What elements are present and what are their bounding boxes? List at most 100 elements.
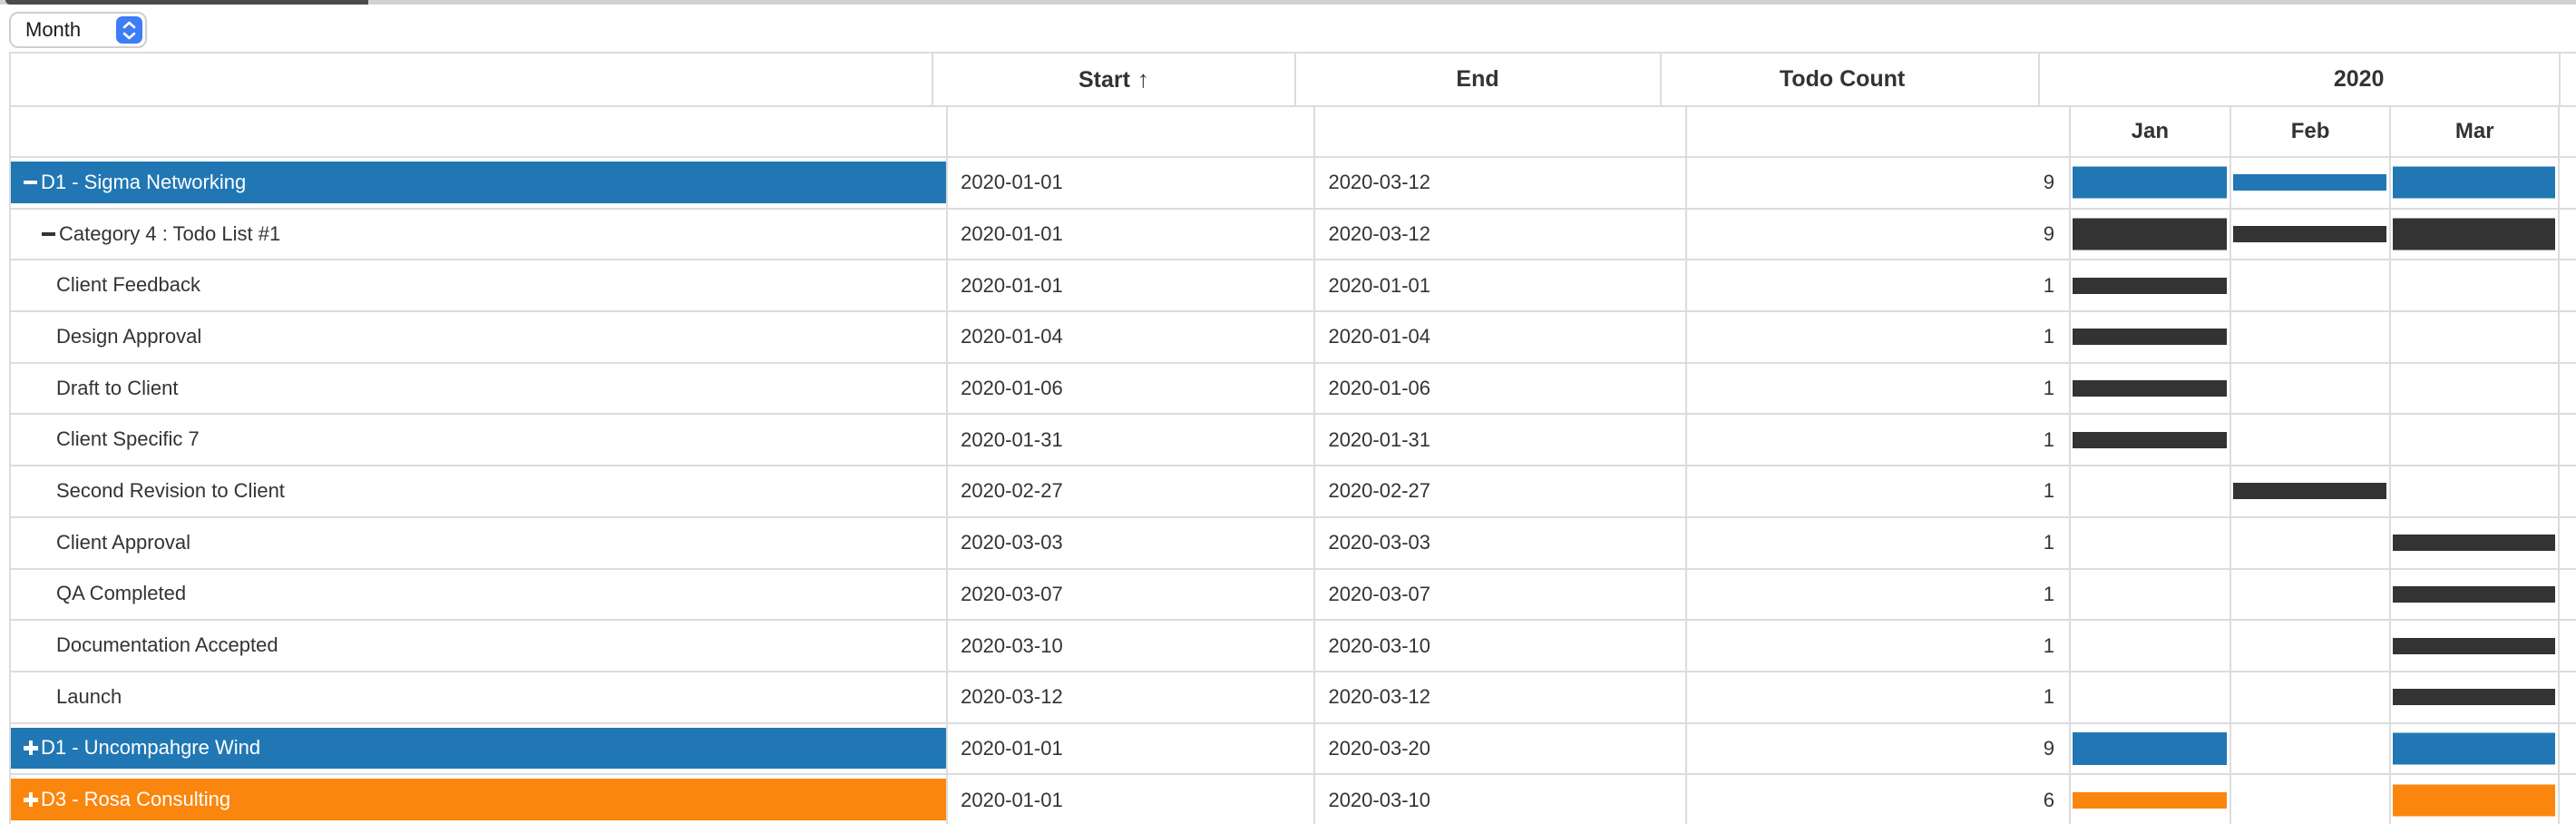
column-header-start[interactable]: Start ↑: [933, 54, 1296, 107]
end-date-cell: 2020-01-04: [1315, 312, 1687, 364]
row-content: Design Approval: [11, 316, 946, 358]
gantt-bar-jan[interactable]: [2073, 380, 2227, 397]
gantt-cell-feb: [2230, 517, 2392, 570]
task-name-cell[interactable]: D1 - Uncompahgre Wind: [11, 723, 949, 776]
task-name-cell[interactable]: D1 - Sigma Networking: [11, 158, 949, 210]
task-name-cell[interactable]: Draft to Client: [11, 363, 949, 416]
end-date-value: 2020-03-07: [1328, 582, 1430, 605]
column-header-end[interactable]: End: [1295, 54, 1662, 107]
gantt-bar-jan[interactable]: [2073, 791, 2227, 809]
row-content: Category 4 : Todo List #1: [11, 213, 946, 255]
todo-count-value: 1: [2043, 685, 2055, 709]
end-date-value: 2020-01-31: [1328, 427, 1430, 451]
timeline-overflow-cell: [2560, 775, 2576, 824]
expand-icon[interactable]: [24, 741, 39, 756]
collapse-icon[interactable]: [42, 226, 57, 241]
task-name-cell[interactable]: Launch: [11, 672, 949, 724]
row-content: Second Revision to Client: [11, 470, 946, 512]
todo-count-value: 9: [2043, 222, 2055, 246]
gantt-cell-jan: [2071, 775, 2231, 824]
gantt-row[interactable]: Documentation Accepted 2020-03-10 2020-03-…: [11, 621, 2576, 672]
task-name-cell[interactable]: Design Approval: [11, 312, 949, 364]
gantt-cell-feb: [2230, 672, 2392, 724]
todo-count-cell: 9: [1686, 723, 2072, 776]
gantt-bar-mar[interactable]: [2393, 535, 2556, 552]
gantt-row[interactable]: QA Completed 2020-03-07 2020-03-07 1: [11, 569, 2576, 622]
start-date-value: 2020-01-04: [961, 325, 1063, 348]
end-date-cell: 2020-03-12: [1315, 209, 1687, 261]
gantt-row[interactable]: Design Approval 2020-01-04 2020-01-04 1: [11, 312, 2576, 364]
gantt-cell-mar: [2391, 415, 2561, 467]
end-date-cell: 2020-01-01: [1315, 260, 1687, 313]
start-date-value: 2020-03-03: [961, 531, 1063, 554]
gantt-bar-feb[interactable]: [2232, 483, 2387, 500]
view-mode-select[interactable]: Month: [9, 12, 147, 48]
task-name-cell[interactable]: Category 4 : Todo List #1: [11, 209, 949, 261]
gantt-bar-feb[interactable]: [2232, 174, 2387, 191]
gantt-bar-mar[interactable]: [2393, 784, 2556, 817]
task-label: Client Specific 7: [56, 427, 200, 451]
gantt-bar-jan[interactable]: [2073, 431, 2227, 448]
task-name-cell[interactable]: Client Feedback: [11, 260, 949, 313]
gantt-row[interactable]: Client Specific 7 2020-01-31 2020-01-31 1: [11, 415, 2576, 467]
end-date-cell: 2020-03-10: [1315, 775, 1687, 824]
gantt-bar-mar[interactable]: [2393, 585, 2556, 603]
header-row-columns: Start ↑ End Todo Count 2020: [11, 54, 2576, 107]
row-content: Client Approval: [11, 522, 946, 564]
gantt-row[interactable]: Category 4 : Todo List #1 2020-01-01 2020-…: [11, 209, 2576, 261]
gantt-bar-mar[interactable]: [2393, 637, 2556, 654]
sort-ascending-icon: ↑: [1137, 65, 1149, 93]
gantt-bar-mar[interactable]: [2393, 218, 2556, 250]
gantt-row[interactable]: D3 - Rosa Consulting 2020-01-01 2020-03-10…: [11, 775, 2576, 824]
end-date-value: 2020-03-12: [1328, 685, 1430, 709]
todo-count-cell: 9: [1686, 209, 2072, 261]
gantt-bar-jan[interactable]: [2073, 166, 2227, 199]
gantt-row[interactable]: Second Revision to Client 2020-02-27 2020-…: [11, 466, 2576, 518]
gantt-row[interactable]: D1 - Sigma Networking 2020-01-01 2020-03-1…: [11, 158, 2576, 210]
timeline-overflow-cell: [2560, 158, 2576, 210]
gantt-cell-feb: [2230, 621, 2392, 672]
timeline-overflow-cell: [2560, 466, 2576, 518]
task-name-cell[interactable]: D3 - Rosa Consulting: [11, 775, 949, 824]
task-name-cell[interactable]: Documentation Accepted: [11, 621, 949, 672]
gantt-bar-jan[interactable]: [2073, 277, 2227, 294]
gantt-cell-feb: [2230, 209, 2392, 261]
todo-count-cell: 1: [1686, 621, 2072, 672]
toolbar: Month: [0, 5, 2576, 52]
start-date-cell: 2020-01-01: [948, 723, 1316, 776]
collapse-icon[interactable]: [24, 174, 39, 190]
gantt-cell-mar: [2391, 363, 2561, 416]
end-date-value: 2020-01-06: [1328, 377, 1430, 400]
task-name-cell[interactable]: QA Completed: [11, 569, 949, 622]
header-row-months: Jan Feb Mar: [11, 107, 2576, 158]
gantt-bar-mar[interactable]: [2393, 166, 2556, 199]
gantt-row[interactable]: Draft to Client 2020-01-06 2020-01-06 1: [11, 363, 2576, 416]
year-label: 2020: [2333, 66, 2385, 92]
gantt-row[interactable]: Client Feedback 2020-01-01 2020-01-01 1: [11, 260, 2576, 313]
task-name-cell[interactable]: Client Specific 7: [11, 415, 949, 467]
gantt-cell-feb: [2230, 158, 2392, 210]
gantt-row[interactable]: Launch 2020-03-12 2020-03-12 1: [11, 672, 2576, 724]
gantt-bar-jan[interactable]: [2073, 731, 2227, 765]
gantt-cell-feb: [2230, 260, 2392, 313]
gantt-bar-jan[interactable]: [2073, 218, 2227, 250]
expand-icon[interactable]: [24, 792, 39, 808]
task-name-cell[interactable]: Second Revision to Client: [11, 466, 949, 518]
gantt-bar-mar[interactable]: [2393, 732, 2556, 765]
gantt-row[interactable]: D1 - Uncompahgre Wind 2020-01-01 2020-03-2…: [11, 723, 2576, 776]
todo-count-value: 1: [2043, 582, 2055, 605]
task-name-cell[interactable]: Client Approval: [11, 517, 949, 570]
gantt-cell-mar: [2391, 158, 2561, 210]
column-header-todo-count[interactable]: Todo Count: [1661, 54, 2040, 107]
month-header-jan: Jan: [2071, 107, 2231, 158]
end-date-value: 2020-03-10: [1328, 633, 1430, 657]
gantt-bar-mar[interactable]: [2393, 689, 2556, 706]
timeline-overflow-cell: [2560, 363, 2576, 416]
select-stepper-icon[interactable]: [116, 16, 142, 44]
gantt-bar-jan[interactable]: [2073, 329, 2227, 346]
gantt-row[interactable]: Client Approval 2020-03-03 2020-03-03 1: [11, 517, 2576, 570]
gantt-cell-feb: [2230, 415, 2392, 467]
gantt-bar-feb[interactable]: [2232, 226, 2387, 243]
start-date-value: 2020-01-31: [961, 427, 1063, 451]
end-date-value: 2020-03-12: [1328, 222, 1430, 246]
